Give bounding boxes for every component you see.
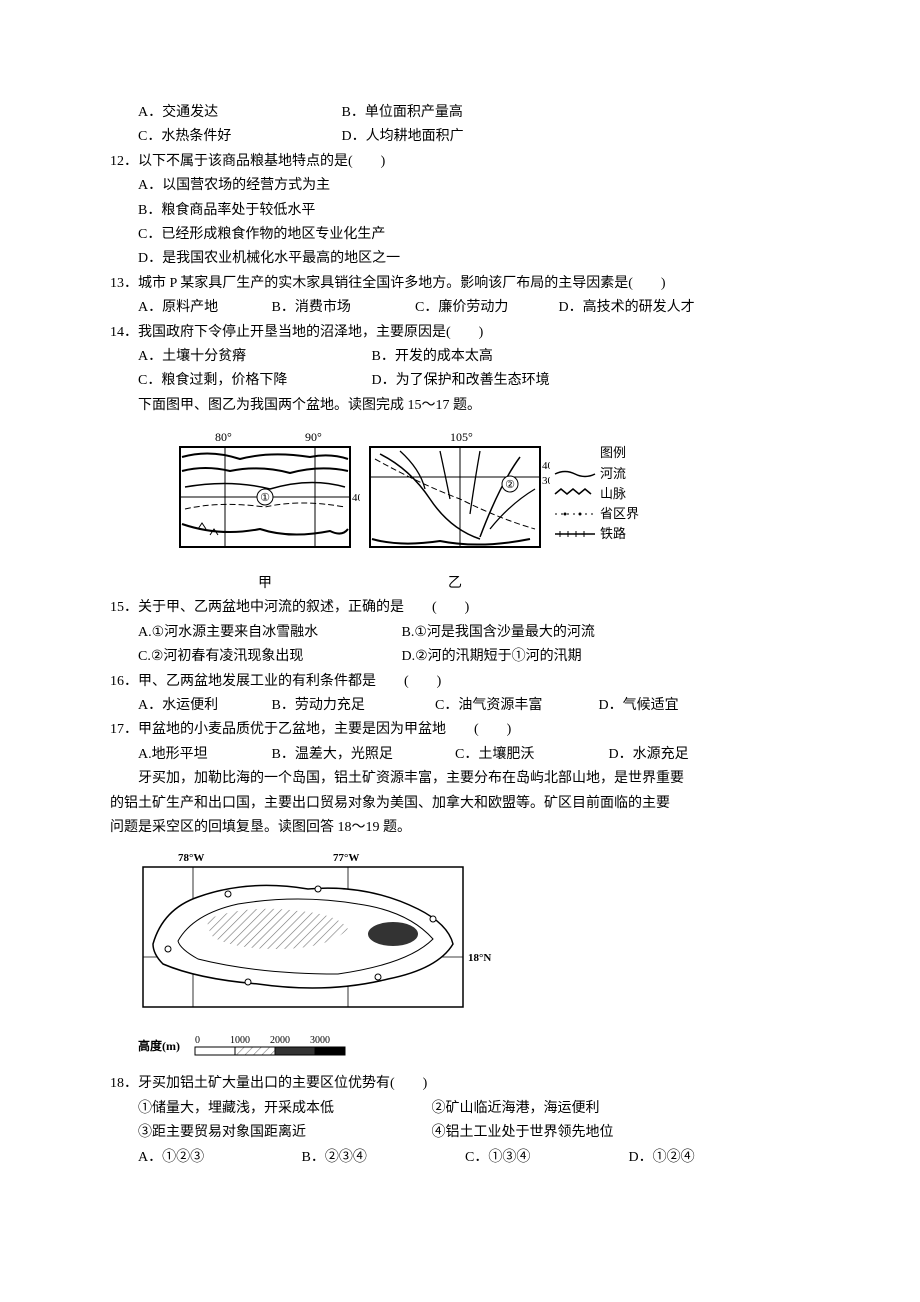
q13-opt-b: B．消费市场 (272, 297, 412, 319)
q18-stem: 18．牙买加铝土矿大量出口的主要区位优势有( ) (110, 1073, 810, 1095)
q18-opt-d: D．①②④ (629, 1147, 695, 1169)
passage-2-line2: 的铝土矿生产和出口国，主要出口贸易对象为美国、加拿大和欧盟等。矿区目前面临的主要 (110, 793, 810, 815)
svg-text:77°W: 77°W (333, 852, 359, 864)
q17-options: A.地形平坦 B．温差大，光照足 C．土壤肥沃 D．水源充足 (110, 744, 810, 766)
q18-stmt-1: ①储量大，埋藏浅，开采成本低 (138, 1098, 428, 1120)
q15-stem: 15．关于甲、乙两盆地中河流的叙述，正确的是 ( ) (110, 597, 810, 619)
svg-text:铁路: 铁路 (600, 526, 626, 541)
figure-jamaica: 78°W 77°W 18°N (110, 849, 518, 1019)
q13-stem: 13．城市 P 某家具厂生产的实木家具销往全国许多地方。影响该厂布局的主导因素是… (110, 273, 810, 295)
q12-opt-c: C．已经形成粮食作物的地区专业化生产 (110, 224, 810, 246)
svg-text:河流: 河流 (600, 466, 626, 481)
q18-stmt-3: ③距主要贸易对象国距离近 (138, 1122, 428, 1144)
q14-options-row1: A．土壤十分贫瘠 B．开发的成本太高 (110, 346, 810, 368)
q16-opt-b: B．劳动力充足 (272, 695, 432, 717)
svg-text:30°: 30° (542, 475, 550, 487)
q14-opt-c: C．粮食过剩，价格下降 (138, 370, 368, 392)
q14-opt-a: A．土壤十分贫瘠 (138, 346, 368, 368)
q12-opt-a: A．以国营农场的经营方式为主 (110, 175, 810, 197)
q18-options: A．①②③ B．②③④ C．①③④ D．①②④ (110, 1147, 810, 1169)
svg-text:18°N: 18°N (468, 952, 491, 964)
q18-statements-row2: ③距主要贸易对象国距离近 ④铝土工业处于世界领先地位 (110, 1122, 810, 1144)
q17-opt-c: C．土壤肥沃 (455, 744, 605, 766)
svg-text:3000: 3000 (310, 1035, 330, 1046)
q15-opt-c: C.②河初春有凌汛现象出现 (138, 646, 398, 668)
caption-jia: 甲 (170, 573, 360, 595)
svg-text:78°W: 78°W (178, 852, 204, 864)
map-yi: 105° ② 40° 30° (360, 429, 550, 569)
figure-basins-captions: 甲 乙 (110, 573, 810, 595)
q16-opt-a: A．水运便利 (138, 695, 268, 717)
q17-stem: 17．甲盆地的小麦品质优于乙盆地，主要是因为甲盆地 ( ) (110, 719, 810, 741)
svg-text:1000: 1000 (230, 1035, 250, 1046)
svg-text:山脉: 山脉 (600, 486, 626, 501)
q12-opt-d: D．是我国农业机械化水平最高的地区之一 (110, 248, 810, 270)
passage-2-line1: 牙买加，加勒比海的一个岛国，铝土矿资源丰富，主要分布在岛屿北部山地，是世界重要 (110, 768, 810, 790)
svg-text:105°: 105° (450, 430, 473, 444)
figure-basins: 80° 90° ① 40° 105° ② 40° (110, 429, 810, 569)
svg-text:2000: 2000 (270, 1035, 290, 1046)
q12-opt-b: B．粮食商品率处于较低水平 (110, 200, 810, 222)
q18-opt-c: C．①③④ (465, 1147, 625, 1169)
q15-opt-b: B.①河是我国含沙量最大的河流 (402, 622, 595, 644)
q14-opt-d: D．为了保护和改善生态环境 (372, 370, 550, 392)
q16-opt-d: D．气候适宜 (599, 695, 679, 717)
svg-text:90°: 90° (305, 430, 322, 444)
q18-opt-b: B．②③④ (302, 1147, 462, 1169)
svg-text:①: ① (260, 492, 270, 504)
svg-text:0: 0 (195, 1035, 200, 1046)
q11-opt-b: B．单位面积产量高 (342, 102, 463, 124)
q15-options-row2: C.②河初春有凌汛现象出现 D.②河的汛期短于①河的汛期 (110, 646, 810, 668)
passage-1: 下面图甲、图乙为我国两个盆地。读图完成 15～17 题。 (110, 395, 810, 417)
q18-statements-row1: ①储量大，埋藏浅，开采成本低 ②矿山临近海港，海运便利 (110, 1098, 810, 1120)
q18-stmt-4: ④铝土工业处于世界领先地位 (432, 1122, 614, 1144)
q18-stmt-2: ②矿山临近海港，海运便利 (432, 1098, 600, 1120)
q17-opt-b: B．温差大，光照足 (272, 744, 452, 766)
q15-options-row1: A.①河水源主要来自冰雪融水 B.①河是我国含沙量最大的河流 (110, 622, 810, 644)
q11-options-row2: C．水热条件好 D．人均耕地面积广 (110, 126, 810, 148)
passage-2-line3: 问题是采空区的回填复垦。读图回答 18～19 题。 (110, 817, 810, 839)
q13-options: A．原料产地 B．消费市场 C．廉价劳动力 D．高技术的研发人才 (110, 297, 810, 319)
svg-text:省区界: 省区界 (600, 506, 639, 521)
map-legend: 图例 河流 山脉 省区界 铁路 (550, 429, 640, 569)
q15-opt-d: D.②河的汛期短于①河的汛期 (402, 646, 582, 668)
q12-stem: 12．以下不属于该商品粮基地特点的是( ) (110, 151, 810, 173)
svg-text:②: ② (505, 479, 515, 491)
q13-opt-d: D．高技术的研发人才 (559, 297, 695, 319)
svg-text:40°: 40° (352, 492, 360, 504)
q11-opt-a: A．交通发达 (138, 102, 338, 124)
q17-opt-a: A.地形平坦 (138, 744, 268, 766)
q11-options-row1: A．交通发达 B．单位面积产量高 (110, 102, 810, 124)
q16-opt-c: C．油气资源丰富 (435, 695, 595, 717)
q17-opt-d: D．水源充足 (609, 744, 689, 766)
figure-jamaica-scale: 高度(m) 0 1000 2000 3000 (110, 1033, 810, 1059)
q11-opt-c: C．水热条件好 (138, 126, 338, 148)
q14-stem: 14．我国政府下令停止开垦当地的沼泽地，主要原因是( ) (110, 322, 810, 344)
svg-text:图例: 图例 (600, 445, 626, 460)
svg-text:80°: 80° (215, 430, 232, 444)
q11-opt-d: D．人均耕地面积广 (342, 126, 464, 148)
svg-text:40°: 40° (542, 460, 550, 472)
q13-opt-c: C．廉价劳动力 (415, 297, 555, 319)
q14-opt-b: B．开发的成本太高 (372, 346, 493, 368)
height-label: 高度(m) (138, 1037, 180, 1056)
q15-opt-a: A.①河水源主要来自冰雪融水 (138, 622, 398, 644)
q14-options-row2: C．粮食过剩，价格下降 D．为了保护和改善生态环境 (110, 370, 810, 392)
q16-stem: 16．甲、乙两盆地发展工业的有利条件都是 ( ) (110, 671, 810, 693)
map-jia: 80° 90° ① 40° (170, 429, 360, 569)
q16-options: A．水运便利 B．劳动力充足 C．油气资源丰富 D．气候适宜 (110, 695, 810, 717)
q18-opt-a: A．①②③ (138, 1147, 298, 1169)
caption-yi: 乙 (360, 573, 550, 595)
q13-opt-a: A．原料产地 (138, 297, 268, 319)
